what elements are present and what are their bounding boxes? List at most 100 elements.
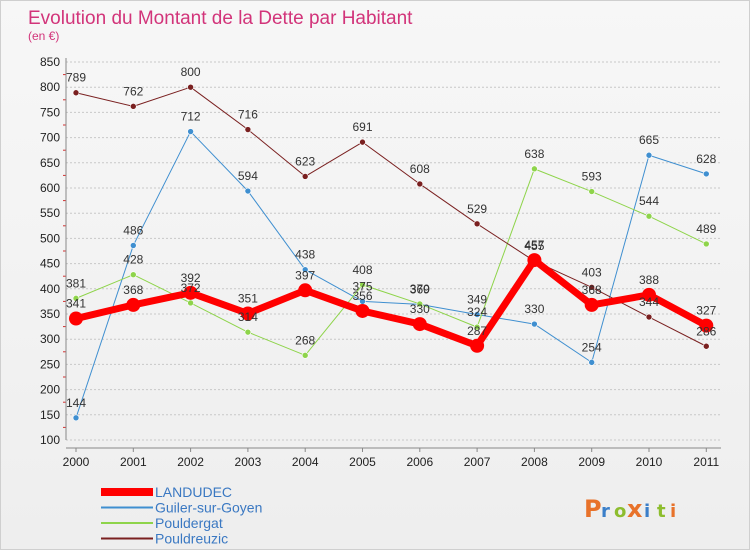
data-label-pouldreuzic: 762 [123, 84, 143, 98]
series-line-landudec [72, 256, 710, 350]
data-point-pouldreuzic [244, 126, 252, 133]
y-tick-label: 850 [40, 55, 60, 69]
data-point-pouldergat [359, 281, 366, 289]
data-label-pouldergat: 314 [238, 310, 258, 324]
data-point-guiler-sur-goyen [244, 187, 252, 195]
data-point-landudec [240, 306, 255, 321]
data-label-landudec: 351 [238, 291, 258, 305]
data-label-pouldreuzic: 789 [66, 71, 86, 85]
data-label-guiler-sur-goyen: 594 [238, 169, 258, 183]
data-label-landudec: 330 [410, 302, 430, 316]
data-point-landudec [642, 287, 656, 302]
data-label-guiler-sur-goyen: 330 [524, 302, 544, 316]
logo-letter: P [584, 495, 602, 523]
logo-letter: o [614, 501, 626, 522]
logo-letter: t [657, 501, 666, 522]
data-label-landudec: 341 [66, 297, 86, 311]
data-point-landudec [584, 297, 599, 312]
x-tick-label: 2001 [120, 455, 147, 469]
data-point-pouldergat [588, 188, 596, 195]
legend-label: LANDUDEC [155, 484, 232, 500]
data-point-landudec [126, 297, 141, 312]
y-tick-label: 500 [40, 231, 60, 245]
legend-label: Guiler-sur-Goyen [155, 500, 262, 516]
x-tick-label: 2005 [349, 455, 376, 469]
data-point-pouldreuzic [187, 83, 194, 91]
data-point-landudec [183, 285, 198, 300]
data-point-guiler-sur-goyen [130, 242, 137, 249]
x-tick-label: 2004 [292, 455, 319, 469]
data-label-pouldreuzic: 286 [696, 324, 716, 338]
data-point-pouldergat [130, 271, 137, 278]
data-point-pouldergat [187, 299, 194, 307]
y-tick-label: 600 [40, 181, 60, 195]
data-label-landudec: 356 [352, 289, 372, 303]
x-tick-label: 2008 [521, 455, 548, 469]
data-label-pouldergat: 324 [467, 305, 487, 319]
data-point-landudec [69, 311, 83, 326]
data-label-guiler-sur-goyen: 144 [66, 396, 86, 410]
data-label-guiler-sur-goyen: 369 [410, 282, 430, 296]
data-point-pouldreuzic [416, 180, 424, 188]
x-tick-label: 2011 [693, 455, 719, 469]
data-point-pouldergat [645, 212, 653, 220]
x-tick-label: 2000 [63, 455, 90, 469]
logo-letter: r [601, 501, 610, 522]
data-label-guiler-sur-goyen: 665 [639, 133, 659, 147]
data-label-pouldreuzic: 800 [181, 65, 201, 79]
data-point-landudec [298, 283, 313, 298]
data-label-pouldergat: 370 [410, 282, 430, 296]
data-label-pouldergat: 489 [696, 222, 716, 236]
y-tick-label: 700 [40, 131, 60, 145]
y-tick-label: 300 [40, 332, 60, 346]
data-label-pouldergat: 372 [181, 281, 201, 295]
data-point-pouldreuzic [645, 313, 653, 321]
data-label-pouldreuzic: 623 [295, 154, 315, 168]
data-point-pouldreuzic [130, 103, 137, 110]
data-label-landudec: 397 [295, 268, 315, 282]
data-point-landudec [527, 253, 542, 268]
data-label-landudec: 327 [696, 304, 716, 318]
data-label-landudec: 368 [123, 283, 143, 297]
data-label-guiler-sur-goyen: 254 [582, 340, 602, 354]
data-label-pouldreuzic: 529 [467, 202, 487, 216]
x-tick-label: 2009 [578, 455, 605, 469]
data-label-landudec: 457 [524, 238, 544, 252]
data-point-pouldergat [702, 240, 710, 248]
y-tick-label: 800 [40, 80, 60, 94]
data-label-pouldergat: 638 [524, 147, 544, 161]
x-tick-label: 2006 [406, 455, 433, 469]
data-point-landudec [699, 318, 714, 333]
data-label-landudec: 287 [467, 324, 487, 338]
data-point-pouldergat [301, 352, 309, 359]
data-point-pouldreuzic [473, 220, 481, 228]
x-tick-label: 2007 [464, 455, 491, 469]
data-point-guiler-sur-goyen [531, 320, 538, 328]
data-point-pouldergat [531, 165, 538, 173]
data-point-landudec [470, 338, 485, 353]
data-label-pouldreuzic: 608 [410, 162, 430, 176]
data-point-guiler-sur-goyen [588, 359, 596, 366]
y-tick-label: 350 [40, 307, 60, 321]
data-label-pouldergat: 381 [66, 276, 86, 290]
data-label-guiler-sur-goyen: 349 [467, 293, 487, 307]
data-point-pouldergat [72, 295, 80, 302]
data-point-guiler-sur-goyen [187, 128, 194, 135]
data-point-pouldreuzic [72, 89, 80, 97]
data-label-guiler-sur-goyen: 628 [696, 152, 716, 166]
data-label-pouldergat: 268 [295, 333, 315, 347]
data-label-landudec: 388 [639, 273, 659, 287]
data-label-pouldergat: 428 [123, 253, 143, 267]
data-point-pouldreuzic [301, 173, 309, 180]
logo-letter: i [644, 501, 650, 522]
data-point-landudec [355, 303, 370, 318]
y-tick-label: 400 [40, 282, 60, 296]
data-label-pouldergat: 544 [639, 194, 659, 208]
data-point-pouldreuzic [588, 283, 596, 291]
series-line-pouldergat [75, 168, 707, 356]
data-label-pouldergat: 593 [582, 170, 602, 184]
data-point-landudec [412, 317, 427, 332]
logo-letter: i [670, 501, 676, 522]
